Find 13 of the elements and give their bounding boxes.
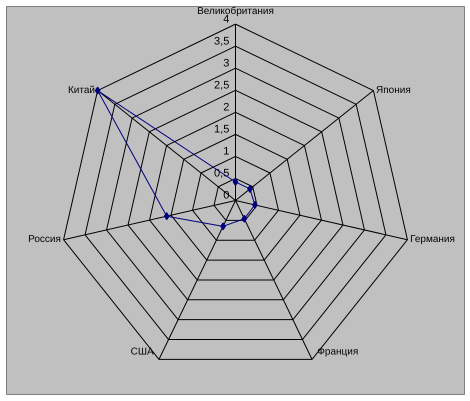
spoke-label: Китай [68,85,95,96]
spoke-label: США [130,346,154,358]
y-tick-label: 2 [223,102,230,114]
y-tick-label: 3 [223,57,230,70]
y-tick-label: 3,5 [214,35,230,48]
y-tick-label: 0 [223,190,230,202]
spoke-label: Франция [317,346,358,358]
spoke-label: Россия [28,234,61,246]
y-tick-label: 1,5 [214,124,230,136]
spoke-label: Япония [376,85,411,96]
spoke-label: Германия [410,234,455,246]
y-tick-label: 1 [223,146,230,158]
y-tick-label: 2,5 [214,80,230,92]
